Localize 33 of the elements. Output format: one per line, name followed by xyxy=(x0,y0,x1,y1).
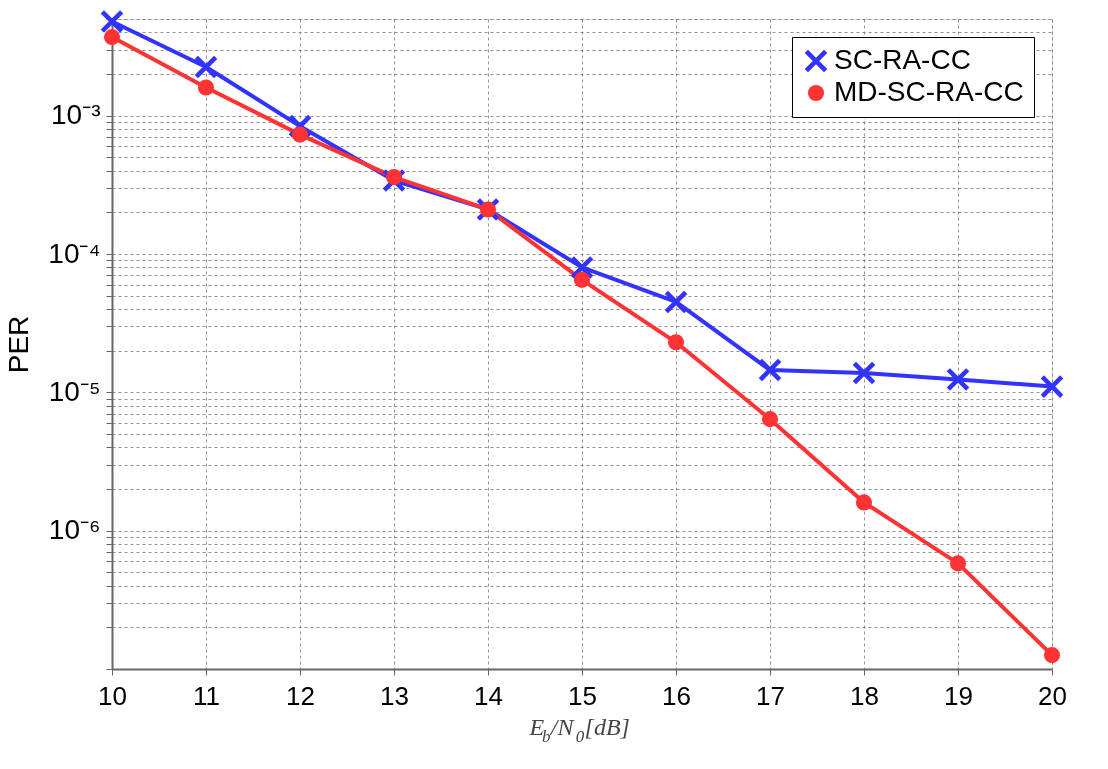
y-tick-label: 10⁻³ xyxy=(51,99,101,131)
x-tick-label: 16 xyxy=(662,680,691,711)
point xyxy=(103,29,121,46)
x-tick-label: 14 xyxy=(474,680,503,711)
y-axis-title: PER xyxy=(3,315,35,374)
point xyxy=(664,290,688,314)
legend-label: MD-SC-RA-CC xyxy=(834,76,1024,107)
legend-label: SC-RA-CC xyxy=(834,44,971,75)
x-tick-label: 11 xyxy=(193,680,220,711)
x-tick-label: 10 xyxy=(98,680,127,711)
point xyxy=(855,494,873,511)
x-tick-label: 20 xyxy=(1038,680,1067,711)
y-tick-label: 10⁻⁵ xyxy=(48,375,101,407)
point xyxy=(852,361,876,385)
point xyxy=(946,368,970,391)
x-tick-label: 18 xyxy=(850,680,879,711)
point xyxy=(758,358,782,382)
y-tick-label: 10⁻⁴ xyxy=(48,237,101,269)
point xyxy=(1040,375,1064,398)
x-tick-label: 17 xyxy=(756,680,785,711)
point xyxy=(194,55,218,79)
point xyxy=(100,10,124,33)
y-tick-label: 10⁻⁶ xyxy=(48,514,101,546)
point xyxy=(667,334,685,351)
point xyxy=(573,271,591,288)
x-tick-label: 19 xyxy=(944,680,973,711)
x-tick-label: 12 xyxy=(286,680,315,711)
point xyxy=(949,555,967,572)
point xyxy=(197,79,215,96)
x-tick-label: 15 xyxy=(568,680,597,711)
x-tick-label: 13 xyxy=(380,680,409,711)
point xyxy=(761,411,779,428)
point xyxy=(1043,647,1061,664)
